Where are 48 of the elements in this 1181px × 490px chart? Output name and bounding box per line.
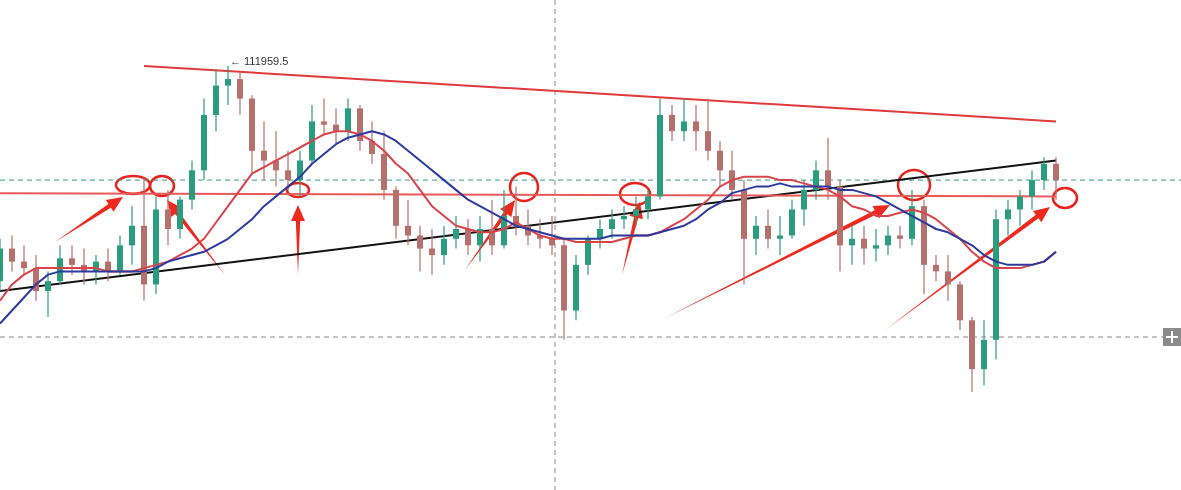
candlestick — [669, 104, 675, 142]
candlestick — [225, 65, 231, 106]
candlestick — [885, 225, 891, 256]
candlestick — [1041, 156, 1047, 191]
candlestick — [897, 225, 903, 250]
candlestick — [129, 205, 135, 266]
candlestick — [693, 104, 699, 152]
candlestick — [1005, 199, 1011, 237]
candlestick — [873, 228, 879, 263]
candlestick — [465, 218, 471, 256]
candlestick — [813, 159, 819, 201]
candlestick — [237, 71, 243, 116]
candlestick — [645, 189, 651, 220]
candlestick — [345, 98, 351, 142]
candlestick — [861, 225, 867, 266]
candlestick — [441, 225, 447, 266]
candlestick — [849, 225, 855, 266]
candlestick — [21, 244, 27, 276]
candlestick — [717, 140, 723, 188]
candlestick — [1017, 189, 1023, 227]
candlestick — [825, 137, 831, 201]
candlestick — [609, 208, 615, 240]
candlestick — [765, 208, 771, 250]
candlestick — [261, 120, 267, 181]
candlestick — [777, 215, 783, 256]
candlestick — [945, 254, 951, 302]
candlestick — [417, 225, 423, 272]
candlestick — [753, 215, 759, 256]
candlestick — [69, 244, 75, 276]
candlestick — [933, 254, 939, 282]
candlestick — [621, 205, 627, 230]
candlestick — [369, 120, 375, 165]
candlestick — [9, 234, 15, 272]
candlestick — [1029, 169, 1035, 211]
annotation: ← 111959.5 — [230, 55, 289, 67]
candlestick — [1053, 156, 1059, 201]
candlestick — [681, 98, 687, 142]
candlestick — [321, 98, 327, 136]
candlestick — [429, 228, 435, 276]
candlestick — [705, 98, 711, 162]
candlestick — [405, 199, 411, 246]
candlestick — [285, 150, 291, 191]
candlestick — [453, 215, 459, 250]
candlestick — [165, 189, 171, 246]
candlestick — [729, 150, 735, 201]
candlestick — [801, 179, 807, 227]
candlestick — [45, 270, 51, 318]
candlestick — [633, 195, 639, 227]
